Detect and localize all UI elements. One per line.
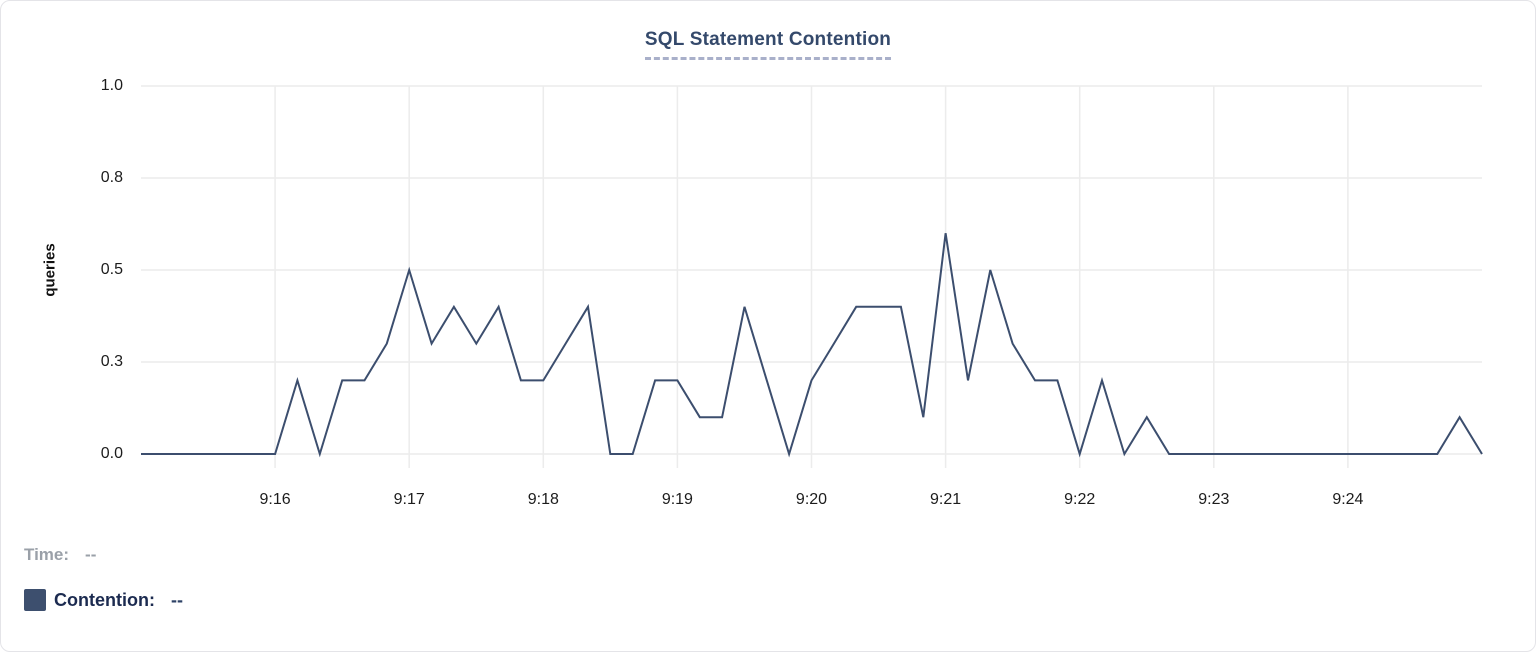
contention-series-line: [141, 233, 1483, 458]
hover-legend: Time: -- Contention: --: [24, 545, 183, 611]
legend-time-label: Time:: [24, 545, 70, 564]
x-tick-label: 9:17: [393, 491, 425, 508]
y-tick-label: 0.3: [100, 353, 123, 370]
x-tick-label: 9:22: [1064, 491, 1096, 508]
y-tick-label: 0.8: [100, 169, 123, 186]
legend-time-value: --: [85, 545, 97, 564]
x-tick-label: 9:24: [1332, 491, 1364, 508]
legend-contention-row: Contention: --: [24, 589, 183, 611]
contention-line-chart[interactable]: [141, 85, 1483, 468]
contention-color-swatch: [24, 589, 46, 611]
x-tick-label: 9:19: [661, 491, 693, 508]
legend-contention-label: Contention:: [54, 589, 155, 610]
legend-contention-value: --: [170, 589, 183, 610]
y-tick-label: 0.0: [100, 445, 123, 462]
y-tick-label: 1.0: [100, 77, 123, 94]
x-tick-label: 9:21: [930, 491, 962, 508]
x-tick-label: 9:16: [259, 491, 291, 508]
x-tick-label: 9:20: [795, 491, 828, 508]
chart-title[interactable]: SQL Statement Contention: [644, 29, 892, 60]
y-tick-label: 0.5: [100, 261, 123, 278]
x-tick-label: 9:18: [527, 491, 559, 508]
chart-header: SQL Statement Contention: [1, 29, 1535, 60]
legend-time-row: Time: --: [24, 545, 183, 565]
x-tick-label: 9:23: [1198, 491, 1230, 508]
